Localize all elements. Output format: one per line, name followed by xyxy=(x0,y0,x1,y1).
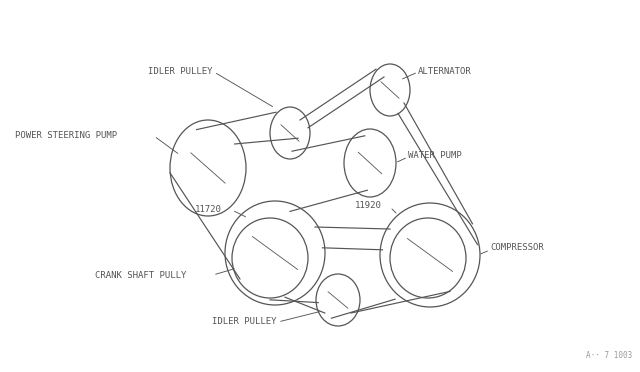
Text: CRANK SHAFT PULLY: CRANK SHAFT PULLY xyxy=(95,270,186,279)
Text: 11720: 11720 xyxy=(195,205,222,215)
Text: IDLER PULLEY: IDLER PULLEY xyxy=(148,67,213,77)
Text: 11920: 11920 xyxy=(355,201,382,209)
Text: COMPRESSOR: COMPRESSOR xyxy=(490,244,544,253)
Text: POWER STEERING PUMP: POWER STEERING PUMP xyxy=(15,131,117,141)
Text: WATER PUMP: WATER PUMP xyxy=(408,151,461,160)
Text: A·· 7 1003: A·· 7 1003 xyxy=(586,351,632,360)
Text: ALTERNATOR: ALTERNATOR xyxy=(418,67,472,77)
Text: IDLER PULLEY: IDLER PULLEY xyxy=(212,317,277,327)
